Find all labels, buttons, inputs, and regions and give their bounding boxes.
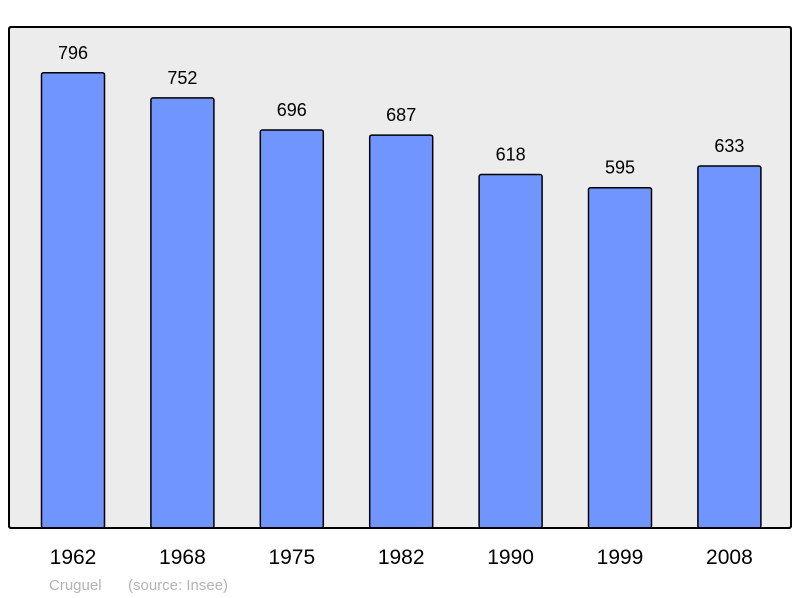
x-tick-1990: 1990 <box>487 546 534 569</box>
x-tick-1968: 1968 <box>159 546 206 569</box>
data-label-1968: 752 <box>167 68 197 88</box>
x-tick-1999: 1999 <box>597 546 644 569</box>
bar-1968 <box>150 97 215 529</box>
data-label-1962: 796 <box>58 43 88 63</box>
bar-1975 <box>259 129 325 529</box>
x-tick-2008: 2008 <box>706 546 753 569</box>
x-tick-1962: 1962 <box>50 546 97 569</box>
bar-1999 <box>587 186 653 529</box>
data-label-2008: 633 <box>714 136 744 156</box>
footer-place: Cruguel <box>49 577 102 594</box>
plot-border <box>8 26 792 529</box>
data-label-1975: 696 <box>277 100 307 120</box>
bar-1982 <box>368 134 434 529</box>
bar-1990 <box>478 173 543 529</box>
data-label-1999: 595 <box>605 158 635 178</box>
data-label-1990: 618 <box>496 145 526 165</box>
x-tick-1982: 1982 <box>378 546 425 569</box>
x-tick-1975: 1975 <box>268 546 315 569</box>
bar-2008 <box>697 165 762 529</box>
bar-1962 <box>40 72 106 529</box>
footer-source: (source: Insee) <box>128 577 228 594</box>
data-label-1982: 687 <box>386 105 416 125</box>
